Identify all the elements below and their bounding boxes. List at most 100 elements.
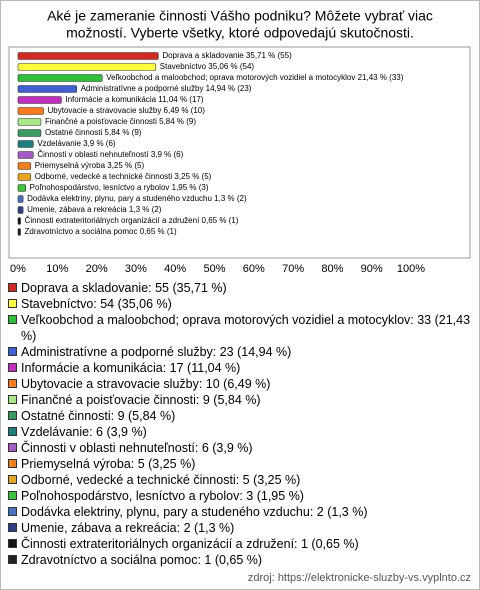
legend-swatch [8, 363, 17, 372]
bar [17, 63, 157, 71]
bar [17, 140, 34, 148]
legend-label: Ubytovacie a stravovacie služby: 10 (6,4… [21, 377, 271, 391]
bar [17, 118, 42, 126]
legend-label: Činnosti extrateritoriálnych organizácií… [21, 537, 359, 551]
legend-label: Vzdelávanie: 6 (3,9 %) [21, 425, 147, 439]
data-label: Informácie a komunikácia 11,04 % (17) [65, 95, 203, 104]
data-label: Veľkoobchod a maloobchod; oprava motorov… [106, 73, 404, 82]
chart-title: Aké je zameranie činnosti Vášho podniku?… [47, 8, 433, 24]
legend-swatch [8, 299, 17, 308]
legend-item: Činnosti v oblasti nehnuteľností: 6 (3,9… [7, 440, 473, 456]
legend-label: Informácie a komunikácia: 17 (11,04 %) [21, 361, 241, 375]
legend-item: Informácie a komunikácia: 17 (11,04 %) [7, 360, 473, 376]
bar [17, 85, 78, 93]
legend-item: Umenie, zábava a rekreácia: 2 (1,3 %) [7, 520, 473, 536]
data-label: Umenie, zábava a rekreácia 1,3 % (2) [27, 205, 162, 214]
legend-label: Ostatné činnosti: 9 (5,84 %) [21, 409, 176, 423]
x-tick-label: 70% [282, 263, 304, 275]
x-tick-label: 40% [164, 263, 186, 275]
bar [17, 217, 21, 225]
data-label: Stavebníctvo 35,06 % (54) [160, 62, 255, 71]
legend-swatch [8, 347, 17, 356]
legend-swatch [8, 491, 17, 500]
legend-swatch [8, 411, 17, 420]
x-tick-label: 90% [361, 263, 383, 275]
data-label: Dodávka elektriny, plynu, pary a studené… [27, 194, 247, 203]
legend-label: Poľnohospodárstvo, lesníctvo a rybolov: … [21, 489, 304, 503]
chart-title: možností. Vyberte všetky, ktoré odpoveda… [66, 25, 414, 41]
legend-swatch [8, 475, 17, 484]
bar [17, 228, 21, 236]
x-tick-label: 30% [125, 263, 147, 275]
legend-label: Umenie, zábava a rekreácia: 2 (1,3 %) [21, 521, 235, 535]
bar [17, 96, 62, 104]
legend-label: Zdravotníctvo a sociálna pomoc: 1 (0,65 … [21, 553, 263, 567]
chart: Aké je zameranie činnosti Vášho podniku?… [8, 8, 471, 275]
legend-item: Finančné a poisťovacie činnosti: 9 (5,84… [7, 392, 473, 408]
legend-swatch [8, 379, 17, 388]
bar [17, 74, 103, 82]
data-label: Činnosti v oblasti nehnuteľností 3,9 % (… [37, 150, 183, 159]
x-tick-label: 60% [243, 263, 265, 275]
legend-swatch [8, 555, 17, 564]
x-tick-label: 80% [321, 263, 343, 275]
bar [17, 151, 34, 159]
data-label: Ubytovacie a stravovacie služby 6,49 % (… [48, 106, 206, 115]
legend-item: Doprava a skladovanie: 55 (35,71 %) [7, 280, 473, 296]
legend-swatch [8, 427, 17, 436]
data-label: Priemyselná výroba 3,25 % (5) [35, 161, 145, 170]
data-label: Činnosti extrateritoriálnych organizácií… [25, 216, 239, 225]
bar [17, 184, 26, 192]
legend-swatch [8, 539, 17, 548]
data-label: Vzdelávanie 3,9 % (6) [37, 139, 116, 148]
legend-label: Veľkoobchod a maloobchod; oprava motorov… [21, 313, 471, 343]
legend-label: Odborné, vedecké a technické činnosti: 5… [21, 473, 301, 487]
x-tick-label: 0% [10, 263, 26, 275]
legend-label: Priemyselná výroba: 5 (3,25 %) [21, 457, 196, 471]
bar [17, 206, 24, 214]
legend-label: Stavebníctvo: 54 (35,06 %) [21, 297, 172, 311]
legend-label: Administratívne a podporné služby: 23 (1… [21, 345, 292, 359]
legend-item: Ostatné činnosti: 9 (5,84 %) [7, 408, 473, 424]
legend-item: Priemyselná výroba: 5 (3,25 %) [7, 456, 473, 472]
x-tick-label: 20% [86, 263, 108, 275]
data-label: Zdravotníctvo a sociálna pomoc 0,65 % (1… [25, 227, 177, 236]
legend-label: Finančné a poisťovacie činnosti: 9 (5,84… [21, 393, 261, 407]
x-tick-label: 10% [46, 263, 68, 275]
bar [17, 173, 32, 181]
legend: Doprava a skladovanie: 55 (35,71 %) Stave… [7, 280, 473, 568]
data-label: Ostatné činnosti 5,84 % (9) [45, 128, 142, 137]
bar [17, 195, 24, 203]
plot-frame [8, 46, 471, 259]
legend-item: Dodávka elektriny, plynu, pary a studené… [7, 504, 473, 520]
legend-item: Poľnohospodárstvo, lesníctvo a rybolov: … [7, 488, 473, 504]
legend-label: Činnosti v oblasti nehnuteľností: 6 (3,9… [21, 441, 253, 455]
x-tick-label: 50% [203, 263, 225, 275]
x-tick-label: 100% [397, 263, 425, 275]
legend-item: Činnosti extrateritoriálnych organizácií… [7, 536, 473, 552]
legend-item: Ubytovacie a stravovacie služby: 10 (6,4… [7, 376, 473, 392]
legend-swatch [8, 443, 17, 452]
legend-swatch [8, 395, 17, 404]
data-label: Poľnohospodárstvo, lesníctvo a rybolov 1… [30, 183, 209, 192]
legend-swatch [8, 315, 17, 324]
source: zdroj: https://elektronicke-sluzby-vs.vy… [247, 572, 471, 584]
legend-swatch [8, 283, 17, 292]
legend-item: Stavebníctvo: 54 (35,06 %) [7, 296, 473, 312]
bar [17, 162, 32, 170]
data-label: Administratívne a podporné služby 14,94 … [81, 84, 252, 93]
bar [17, 52, 159, 60]
data-label: Finančné a poisťovacie činnosti 5,84 % (… [45, 117, 196, 126]
legend-swatch [8, 507, 17, 516]
bar [17, 129, 42, 137]
legend-item: Administratívne a podporné služby: 23 (1… [7, 344, 473, 360]
legend-swatch [8, 459, 17, 468]
legend-item: Veľkoobchod a maloobchod; oprava motorov… [7, 312, 473, 344]
legend-item: Zdravotníctvo a sociálna pomoc: 1 (0,65 … [7, 552, 473, 568]
data-label: Odborné, vedecké a technické činnosti 3,… [35, 172, 212, 181]
legend-label: Dodávka elektriny, plynu, pary a studené… [21, 505, 368, 519]
bar [17, 107, 44, 115]
legend-item: Vzdelávanie: 6 (3,9 %) [7, 424, 473, 440]
legend-swatch [8, 523, 17, 532]
